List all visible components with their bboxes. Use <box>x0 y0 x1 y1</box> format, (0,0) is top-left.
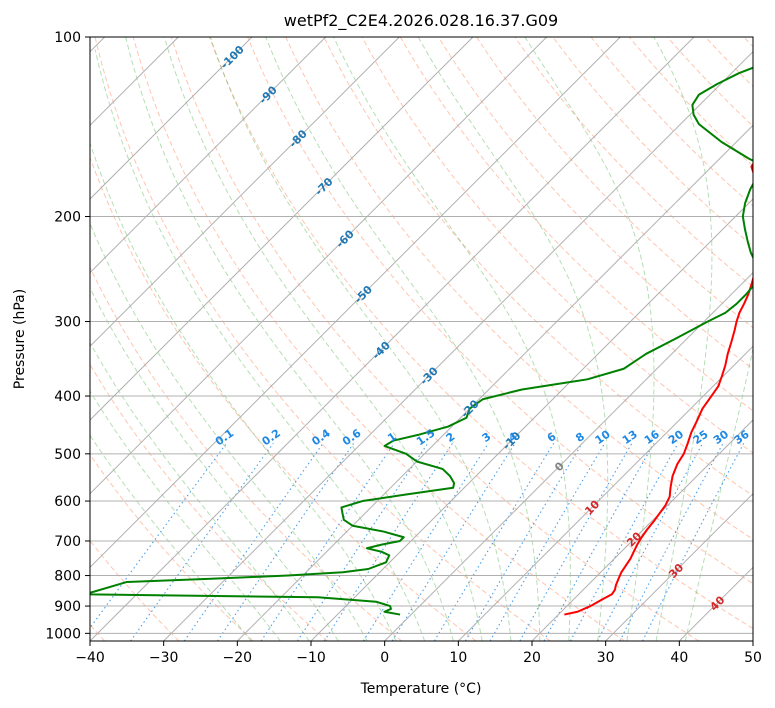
moist-adiabat-line <box>653 37 713 641</box>
x-axis: −40 −30 −20 −10 0 10 20 30 40 50 <box>75 641 762 666</box>
moist-adiabat-line <box>94 49 426 641</box>
mixing-ratio-line <box>323 442 453 641</box>
y-tick-label: 600 <box>54 494 81 510</box>
y-tick-label: 400 <box>54 389 81 405</box>
y-tick-label: 800 <box>54 569 81 585</box>
moist-adiabat-line <box>333 37 571 641</box>
isotherm-line <box>90 37 474 421</box>
dry-adiabat-line <box>90 266 403 641</box>
dry-adiabat-line <box>323 37 753 497</box>
y-axis: 100 200 300 400 500 600 700 800 900 1000 <box>45 30 90 642</box>
moist-adiabat-line <box>524 37 655 641</box>
isotherm-line <box>90 37 548 495</box>
moist-adiabat-line <box>90 286 339 641</box>
moist-adiabat-line <box>163 37 483 641</box>
dry-adiabat-line <box>94 37 551 641</box>
mixing-ratio-line <box>619 442 724 641</box>
dry-adiabat-line <box>209 37 753 630</box>
x-tick-label: 0 <box>380 650 389 666</box>
moist-adiabat-line <box>90 141 397 641</box>
moist-adiabat-line <box>684 346 753 641</box>
dry-adiabat-line <box>628 37 753 167</box>
isotherm-line <box>384 271 753 641</box>
dry-adiabat-line <box>285 37 753 540</box>
x-tick-label: 40 <box>670 650 688 666</box>
x-tick-label: 50 <box>744 650 762 666</box>
dry-adiabat-line <box>90 363 328 641</box>
isotherm-line <box>605 492 753 641</box>
moist-adiabat-line <box>209 37 512 641</box>
mixing-ratio-line <box>391 442 516 641</box>
isobar-grid <box>90 37 753 634</box>
plot-area: -100-90-80-70-60-50-40-30-20-10010203040… <box>90 37 753 641</box>
isotherm-grid <box>90 37 753 641</box>
isotherm-line <box>90 37 253 200</box>
mixing-ratio-lines <box>90 442 745 641</box>
isotherm-line <box>90 37 400 348</box>
mixing-ratio-line <box>260 442 395 641</box>
mixing-ratio-line <box>362 442 490 641</box>
temperature-profile <box>564 162 753 616</box>
mixing-ratio-line <box>130 442 274 641</box>
x-tick-label: −20 <box>223 650 253 666</box>
chart-title: wetPf2_C2E4.2026.028.16.37.G09 <box>284 11 558 31</box>
x-tick-label: 20 <box>523 650 541 666</box>
isotherm-line <box>163 50 753 641</box>
mixing-ratio-line <box>297 442 429 641</box>
dry-adiabat-line <box>399 37 753 412</box>
dry-adiabat-line <box>361 37 753 454</box>
y-tick-label: 900 <box>54 599 81 615</box>
isotherm-line <box>90 37 621 569</box>
mixing-ratio-line <box>90 442 228 629</box>
x-tick-label: −40 <box>75 650 105 666</box>
isotherm-line <box>90 37 327 274</box>
isotherm-line <box>457 345 753 641</box>
isotherm-line <box>236 124 753 641</box>
y-axis-title: Pressure (hPa) <box>12 289 28 389</box>
moist-adiabat-line <box>90 341 310 641</box>
sounding-profiles <box>90 66 753 616</box>
moist-adiabat-line <box>90 222 368 641</box>
y-tick-label: 200 <box>54 210 81 226</box>
y-tick-label: 1000 <box>45 626 81 642</box>
mixing-ratio-line <box>596 442 704 641</box>
x-tick-label: −30 <box>149 650 179 666</box>
y-tick-label: 500 <box>54 447 81 463</box>
x-tick-label: 30 <box>597 650 615 666</box>
moist-adiabat-line <box>265 37 541 641</box>
dry-adiabat-line <box>132 37 625 641</box>
x-tick-label: 10 <box>449 650 467 666</box>
dry-adiabat-line <box>247 37 753 585</box>
moist-adiabat-line <box>90 390 281 641</box>
mixing-ratio-line <box>489 442 606 641</box>
dry-adiabat-line <box>90 453 254 641</box>
isotherm-line <box>310 198 753 641</box>
dewpoint-profile <box>90 66 753 616</box>
y-tick-label: 100 <box>54 30 81 46</box>
y-tick-label: 300 <box>54 315 81 331</box>
y-tick-label: 700 <box>54 534 81 550</box>
dry-adiabats <box>90 37 753 641</box>
mixing-ratio-line <box>642 442 745 641</box>
dry-adiabat-line <box>552 37 753 247</box>
mixing-ratio-line <box>519 442 633 641</box>
isotherm-line <box>531 419 753 641</box>
plot-frame <box>89 36 754 642</box>
isotherm-line <box>90 37 695 641</box>
x-axis-title: Temperature (°C) <box>360 681 482 697</box>
x-tick-label: −10 <box>296 650 326 666</box>
dry-adiabat-line <box>514 37 753 288</box>
mixing-ratio-line <box>543 442 655 641</box>
